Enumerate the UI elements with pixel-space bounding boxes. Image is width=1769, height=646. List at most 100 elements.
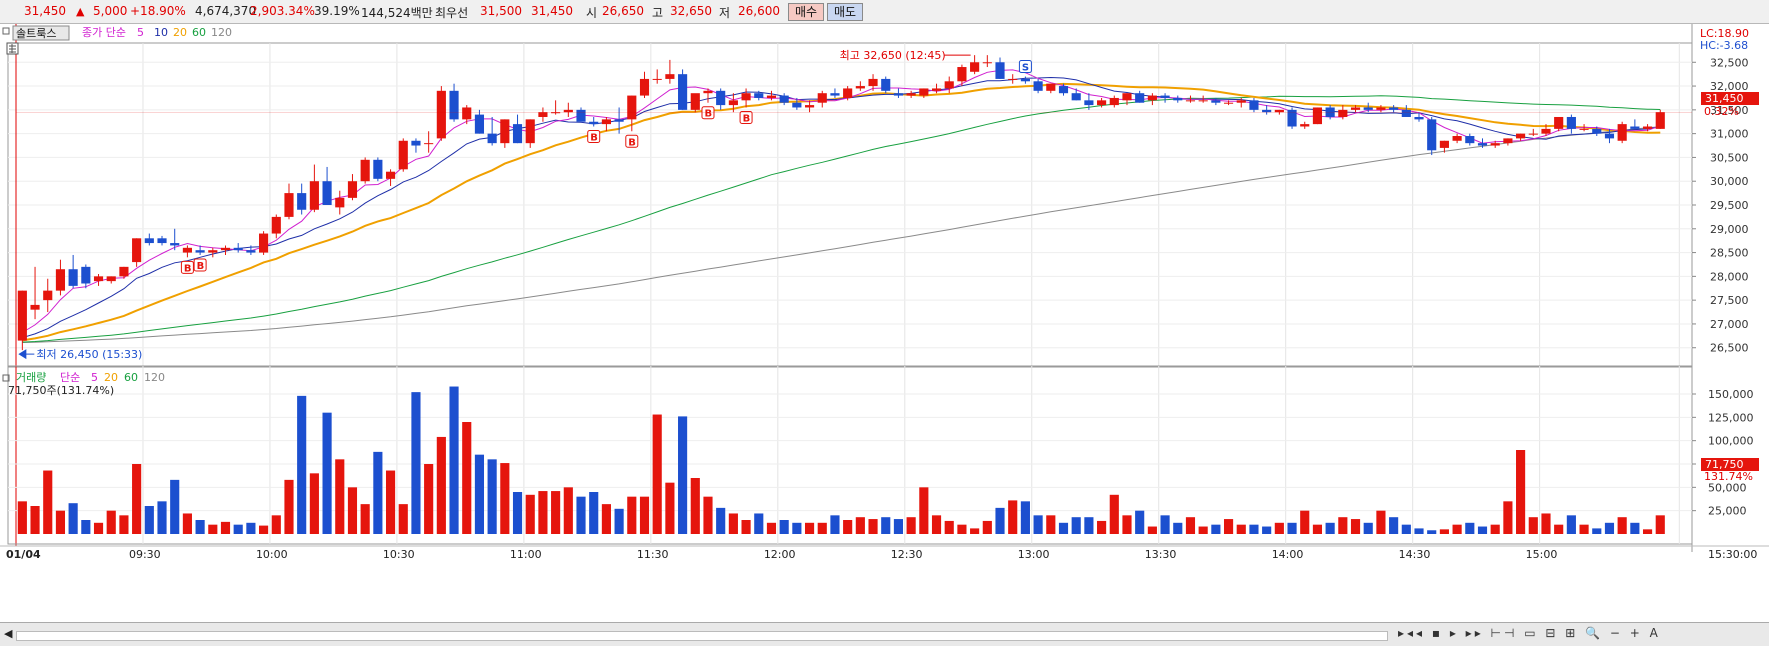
candle-body: [652, 78, 662, 80]
sell-button[interactable]: 매도: [827, 3, 864, 21]
candle-body: [220, 247, 231, 251]
candle-body: [1008, 78, 1018, 80]
volume-bar: [233, 524, 243, 534]
panel-collapse-icon[interactable]: [2, 27, 10, 35]
buy-button[interactable]: 매수: [788, 3, 825, 21]
signal-label: B: [628, 137, 636, 148]
volume-bar: [449, 386, 459, 534]
volume-bar: [1465, 522, 1475, 534]
candle-body: [843, 88, 853, 98]
buy-signal-icon: [625, 134, 639, 148]
volume-bar: [1109, 494, 1119, 534]
candle-body: [55, 269, 66, 291]
trade-amount: 144,524백만: [361, 6, 433, 20]
stock-name-box[interactable]: [12, 25, 70, 41]
volume-bar: [1135, 510, 1145, 534]
volume-bar: [1376, 510, 1386, 534]
volume-bar: [347, 487, 358, 534]
candle-body: [157, 238, 167, 244]
candle-body: [259, 233, 269, 253]
candle-body: [627, 95, 637, 120]
signal-label: B: [704, 109, 712, 120]
x-tick-label: 12:30: [891, 548, 923, 561]
high-label: 고: [652, 6, 664, 20]
buy-signal-icon: [193, 258, 207, 272]
candle-body: [347, 181, 358, 198]
candle-body: [1071, 93, 1081, 101]
candle-body: [360, 159, 370, 182]
candle-body: [411, 140, 421, 146]
volume-bar: [919, 487, 929, 534]
volume-bar: [208, 524, 218, 534]
candle-body: [1604, 133, 1615, 139]
y-tick-label: 32,000: [1710, 80, 1749, 93]
stock-chart[interactable]: 26,500 27,000 27,500 28,000 28,500 29,000 29,5…: [0, 24, 1769, 622]
price-ma10-line: [22, 76, 1661, 339]
volume-bar: [373, 451, 383, 534]
buy-signal-icon: [587, 130, 601, 143]
scroll-left-icon[interactable]: ◀: [4, 627, 13, 640]
volume-bar: [703, 496, 713, 534]
candle-body: [970, 62, 980, 72]
volume-bar: [1630, 522, 1640, 534]
signal-label: B: [184, 263, 192, 274]
volume-bar: [589, 492, 599, 534]
price-ma120-line: [22, 126, 1661, 343]
candle-body: [462, 107, 472, 120]
candle-body: [297, 193, 307, 210]
volume-bar: [195, 520, 205, 534]
candle-body: [1630, 126, 1640, 129]
candle-body: [1617, 124, 1627, 141]
volume-bar: [754, 513, 764, 534]
candle-body: [1236, 100, 1246, 103]
vol-legend-ma60: 60: [124, 371, 138, 384]
y-tick-label: 30,000: [1710, 175, 1749, 188]
volume-bar: [817, 522, 827, 534]
volume-bar: [512, 492, 523, 534]
volume-bar: [1592, 528, 1602, 534]
volume-bar: [1147, 526, 1157, 534]
volume-bar: [309, 473, 319, 534]
volume-bar: [639, 496, 650, 534]
volume-bar: [1604, 522, 1615, 534]
nav-buttons[interactable]: ▸◂◂ ▪ ▸ ▸▸ ⊢⊣ ▭ ⊟ ⊞ 🔍 − + A: [1398, 626, 1661, 640]
quote-bar: 31,450 ▲ 5,000 +18.90% 4,674,370 2,903.3…: [0, 0, 1769, 24]
candle-body: [919, 88, 929, 96]
volume-value: 4,674,370: [195, 4, 257, 18]
volume-bar: [944, 520, 954, 534]
y-tick-label: 30,500: [1710, 151, 1749, 164]
candle-body: [1338, 109, 1348, 117]
high-annotation: 최고 32,650 (12:45): [840, 49, 946, 62]
candle-body: [144, 238, 154, 244]
candle-body: [589, 121, 599, 125]
volume-bar: [500, 463, 510, 534]
candle-body: [208, 250, 218, 253]
x-tick-label: 15:30:00: [1708, 548, 1757, 561]
vol-y-tick-label: 25,000: [1708, 505, 1747, 518]
volume-bar: [436, 436, 446, 534]
candle-body: [1097, 100, 1107, 106]
volume-bar: [1389, 517, 1399, 534]
volume-bar: [170, 479, 180, 534]
candle-body: [182, 247, 192, 253]
volume-bar: [1490, 524, 1500, 534]
candle-body: [1401, 109, 1411, 117]
volume-bar: [1655, 515, 1665, 534]
volume-bar: [970, 528, 980, 534]
y-tick-label: 31,000: [1710, 128, 1749, 141]
candle-body: [1160, 95, 1170, 98]
volume-bar: [792, 522, 802, 534]
candle-body: [1109, 97, 1119, 106]
volume-bar: [385, 470, 396, 534]
volume-bar: [259, 525, 269, 534]
volume-bar: [1236, 524, 1246, 534]
vol-legend-name: 거래량: [16, 371, 46, 384]
candle-body: [1058, 86, 1069, 94]
horizontal-scrollbar[interactable]: [16, 631, 1388, 641]
volume-collapse-icon[interactable]: [2, 374, 10, 382]
low-annotation: 최저 26,450 (15:33): [36, 348, 142, 361]
candle-body: [1477, 143, 1488, 146]
volume-bar: [538, 491, 548, 534]
price-badge: 31,450: [1705, 92, 1744, 105]
volume-bar: [576, 496, 586, 534]
